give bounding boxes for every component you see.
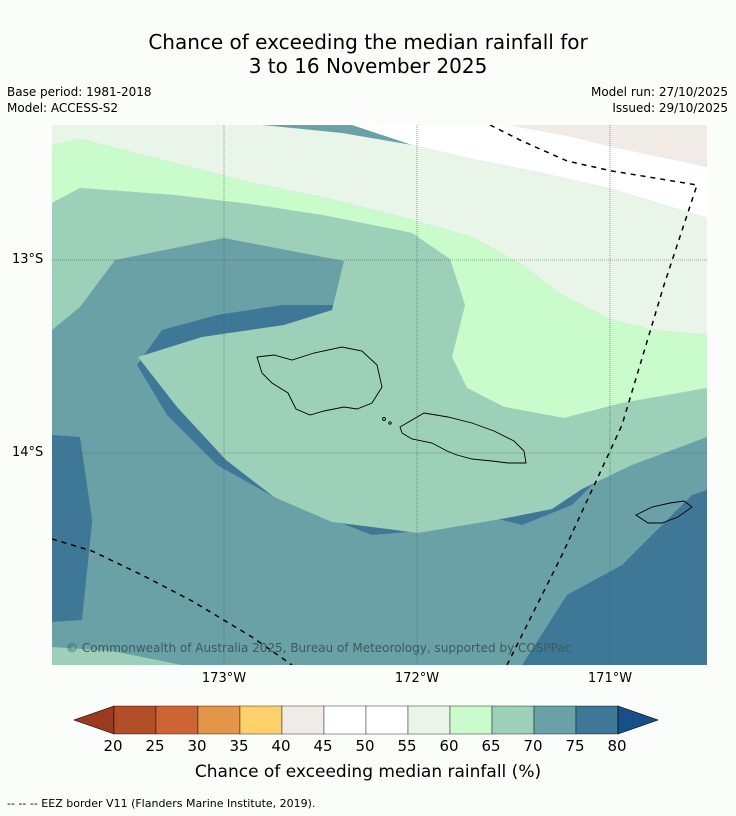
copyright-text: © Commonwealth of Australia 2025, Bureau… [66, 641, 572, 655]
eez-border-southwest [52, 538, 293, 665]
lat-label-13s: 13°S [12, 252, 44, 267]
lon-label-172w: 172°W [394, 671, 440, 686]
tick-25: 25 [145, 737, 165, 755]
colorbar-label: Chance of exceeding median rainfall (%) [194, 762, 542, 782]
upolu-island [399, 412, 527, 464]
tick-55: 55 [397, 737, 417, 755]
tick-40: 40 [271, 737, 291, 755]
colorbar-bin-11 [575, 705, 619, 735]
lat-label-14s: 14°S [12, 445, 44, 460]
zone-55-60 [52, 125, 707, 335]
rainfall-map [52, 125, 707, 665]
colorbar-bin-9 [491, 705, 535, 735]
coastlines [256, 346, 693, 524]
chart-title: Chance of exceeding the median rainfall … [0, 30, 736, 78]
islet-manono [382, 417, 386, 421]
tick-80: 80 [607, 737, 627, 755]
tick-65: 65 [481, 737, 501, 755]
colorbar-bin-4 [281, 705, 325, 735]
lon-label-173w: 173°W [201, 671, 247, 686]
title-line-1: Chance of exceeding the median rainfall … [148, 30, 588, 54]
tutuila-island [635, 500, 693, 524]
zone-65-70 [52, 188, 707, 533]
colorbar-bin-3 [239, 705, 283, 735]
model-run: Model run: 27/10/2025 [590, 85, 728, 99]
zone-40-45 [507, 125, 707, 167]
tick-35: 35 [229, 737, 249, 755]
eez-borders [52, 125, 698, 665]
savaii-island [256, 346, 383, 416]
colorbar-extend-low [73, 705, 115, 735]
issued-date: Issued: 29/10/2025 [612, 101, 728, 115]
title-line-2: 3 to 16 November 2025 [248, 54, 488, 78]
colorbar-extend-high [617, 705, 659, 735]
colorbar-bin-2 [197, 705, 241, 735]
tick-75: 75 [565, 737, 585, 755]
colorbar-bin-6 [365, 705, 409, 735]
tick-20: 20 [103, 737, 123, 755]
colorbar-bin-7 [407, 705, 451, 735]
colorbar-bin-8 [449, 705, 493, 735]
colorbar [73, 705, 659, 735]
colorbar-bin-1 [155, 705, 199, 735]
tick-60: 60 [439, 737, 459, 755]
meta-right: Model run: 27/10/2025 Issued: 29/10/2025 [591, 84, 728, 116]
base-period: Base period: 1981-2018 [7, 85, 152, 99]
eez-footnote: -- -- -- EEZ border V11 (Flanders Marine… [7, 797, 316, 810]
meta-left: Base period: 1981-2018 Model: ACCESS-S2 [7, 84, 152, 116]
eez-border-east [489, 125, 698, 665]
zone-65-70-south [52, 647, 182, 665]
colorbar-bin-5 [323, 705, 367, 735]
tick-30: 30 [187, 737, 207, 755]
zone-60-65 [52, 139, 707, 418]
graticule [52, 125, 707, 665]
islet-apolima [388, 421, 392, 425]
tick-50: 50 [355, 737, 375, 755]
colorbar-bin-10 [533, 705, 577, 735]
model-name: Model: ACCESS-S2 [7, 101, 119, 115]
lon-label-171w: 171°W [587, 671, 633, 686]
colorbar-bin-0 [113, 705, 157, 735]
tick-70: 70 [523, 737, 543, 755]
tick-45: 45 [313, 737, 333, 755]
